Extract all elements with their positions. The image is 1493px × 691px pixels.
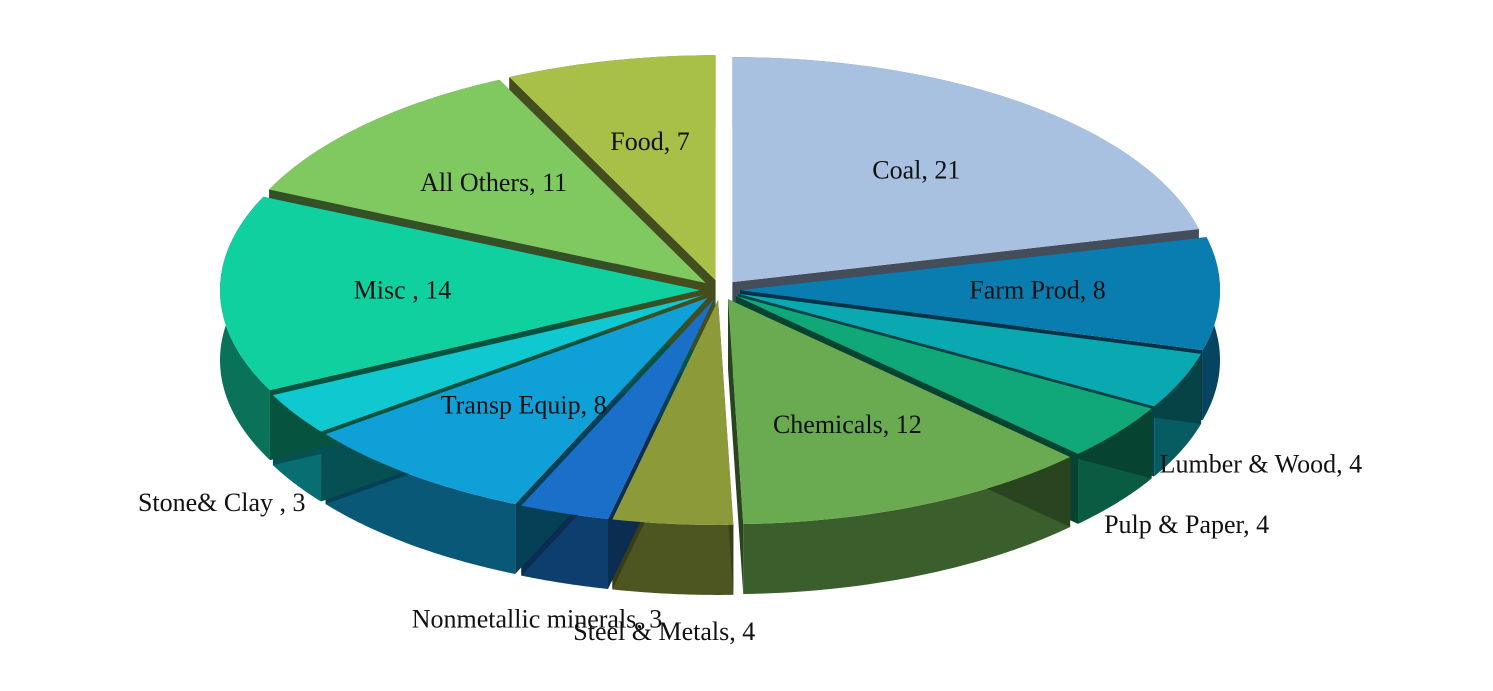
data-label: Coal, 21 [872,155,960,184]
slice [739,237,1220,351]
slice [269,79,706,283]
slice [735,296,1152,454]
data-label: Farm Prod, 8 [969,275,1106,304]
slice [728,299,1071,525]
data-label: Misc , 14 [354,275,452,304]
slice-side [612,519,734,595]
slice [325,297,708,504]
data-label: Chemicals, 12 [773,410,922,439]
labels: Coal, 21 Farm Prod, 8 Lumber & Wood, 4 Pulp… [138,127,1362,646]
data-label: Transp Equip, 8 [441,390,607,419]
data-label: Pulp & Paper, 4 [1104,510,1269,539]
slice [272,295,704,432]
slice-side [728,299,744,595]
slice [612,299,734,525]
slice [521,299,714,519]
data-label: All Others, 11 [420,168,567,197]
slice [509,55,716,281]
data-label: Food, 7 [610,127,689,156]
data-label: Stone& Clay , 3 [138,488,306,517]
slice [738,293,1202,407]
data-label: Nonmetallic minerals, 3 [412,605,663,634]
slice [220,196,701,391]
slice-tops [220,55,1220,525]
data-label: Lumber & Wood, 4 [1160,449,1363,478]
slice-side [743,456,1071,595]
slice [732,57,1199,283]
data-label: Steel & Metals, 4 [573,617,755,646]
